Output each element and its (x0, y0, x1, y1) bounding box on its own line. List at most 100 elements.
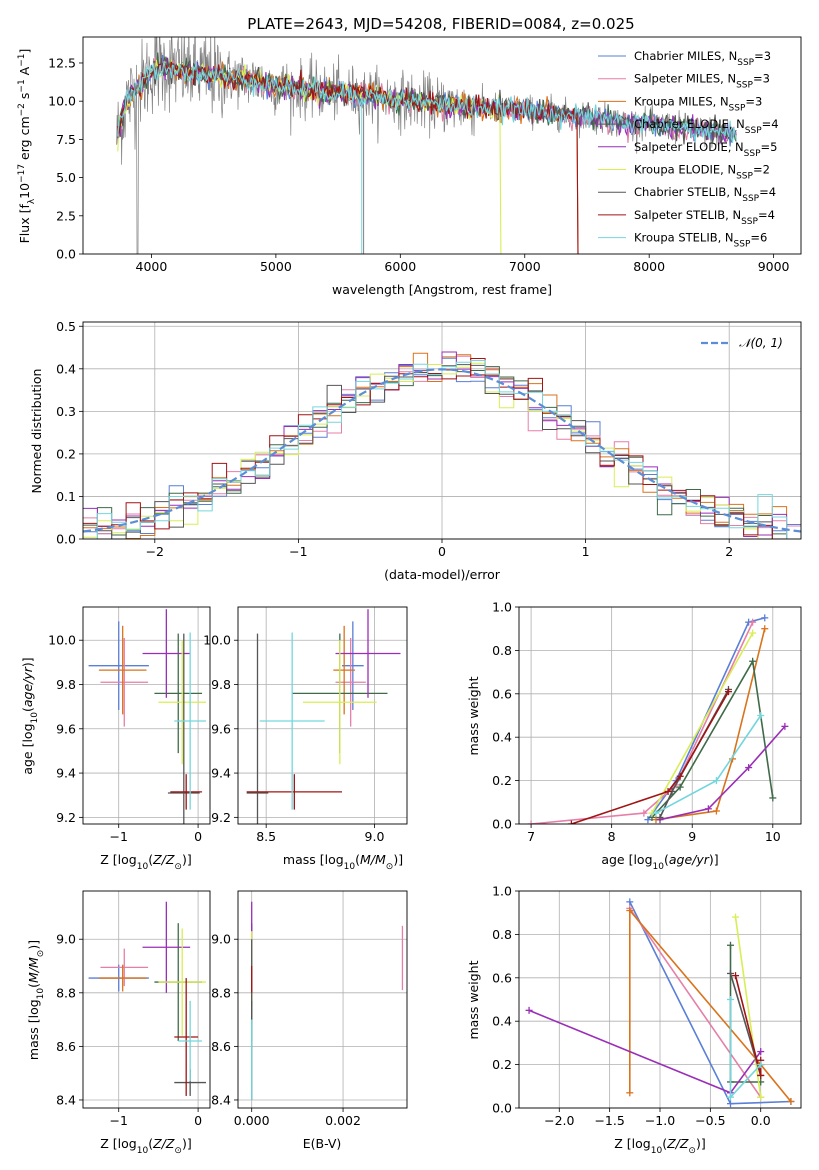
y-tick-label: 0.0 (56, 247, 76, 262)
age-vs-mass-data (246, 609, 401, 824)
y-tick-label: 1.0 (492, 884, 512, 899)
legend-label: Salpeter STELIB, NSSP=4 (634, 208, 775, 227)
axes-frame (82, 321, 802, 540)
legend-label: Kroupa STELIB, NSSP=6 (634, 231, 767, 250)
x-tick-label: 8000 (633, 259, 665, 274)
axes-frame (82, 890, 211, 1109)
y-tick-label: 0.0 (492, 1101, 512, 1116)
legend-label: Salpeter ELODIE, NSSP=5 (634, 140, 777, 159)
x-axis-label: mass [log10(M/M⊙)] (283, 852, 403, 872)
mass-weight-vs-age-panel: 7 8 9 10 0.0 0.2 0.4 0.6 0.8 1.0 age [log10(age/yr… (466, 600, 802, 872)
model-line (117, 60, 737, 143)
y-tick-label: 8.4 (211, 1092, 231, 1107)
x-tick-label: 10 (765, 829, 781, 844)
x-axis-label: Z [log10(Z/Z⊙)] (100, 852, 191, 872)
normal-curve (83, 368, 801, 533)
y-tick-label: 1.0 (492, 600, 512, 615)
histogram-series (83, 362, 801, 539)
x-tick-label: −1.5 (594, 1113, 624, 1128)
y-tick-label: 5.0 (56, 170, 76, 185)
y-tick-label: 8.8 (56, 985, 76, 1000)
y-tick-label: 9.2 (211, 810, 231, 825)
y-axis-label: Normed distribution (29, 369, 44, 494)
axes-frame (237, 890, 408, 1109)
spectrum-panel: 4000 5000 6000 7000 8000 9000 0.0 2.5 5.0 7.5 10.0… (17, 36, 802, 297)
residuals-data (83, 351, 801, 539)
x-axis-label: wavelength [Angstrom, rest frame] (332, 282, 552, 297)
y-tick-label: 0.5 (56, 319, 76, 334)
mass-vs-EBV-panel: 0.000 0.002 8.4 8.6 8.8 9.0 E(B-V) (211, 890, 408, 1151)
x-tick-label: 8 (608, 829, 616, 844)
y-tick-label: 12.5 (48, 55, 76, 70)
age-vs-Z-data (88, 609, 207, 824)
y-tick-label: 0.4 (492, 730, 512, 745)
weight-series-line (734, 975, 762, 1076)
x-axis-label: (data-model)/error (384, 567, 501, 582)
y-tick-label: 9.4 (56, 766, 76, 781)
x-tick-label: −1.0 (645, 1113, 675, 1128)
y-tick-label: 10.0 (48, 633, 76, 648)
y-tick-label: 10.0 (48, 94, 76, 109)
weight-series-line (531, 621, 754, 824)
x-tick-label: 1 (582, 544, 590, 559)
x-tick-label: 0 (438, 544, 446, 559)
y-tick-label: 0.2 (492, 1057, 512, 1072)
legend-label: Chabrier MILES, NSSP=3 (634, 49, 771, 68)
y-tick-label: 9.0 (56, 932, 76, 947)
y-tick-label: 7.5 (56, 132, 76, 147)
x-tick-label: 0.0 (751, 1113, 771, 1128)
axes-frame (518, 890, 802, 1109)
spectrum-legend: Chabrier MILES, NSSP=3 Salpeter MILES, NS… (598, 49, 779, 250)
legend-label: Kroupa ELODIE, NSSP=2 (634, 163, 770, 182)
age-vs-mass-panel: 8.5 9.0 9.2 9.4 9.6 9.8 10.0 mass [log10(M/M⊙)] (203, 606, 408, 872)
y-axis-label: mass [log10(M/M⊙)] (26, 940, 46, 1060)
x-tick-label: −1 (289, 544, 307, 559)
y-tick-label: 2.5 (56, 208, 76, 223)
y-tick-label: 9.8 (211, 677, 231, 692)
x-tick-label: 0.000 (234, 1113, 270, 1128)
x-axis-label: age [log10(age/yr)] (601, 852, 718, 872)
x-tick-label: 7 (527, 829, 535, 844)
mass-vs-Z-data (88, 901, 207, 1096)
x-tick-label: 9.0 (365, 829, 385, 844)
x-tick-label: 9000 (758, 259, 790, 274)
y-tick-label: 9.0 (211, 932, 231, 947)
spectrum-data (116, 37, 737, 254)
x-axis-label: E(B-V) (303, 1136, 342, 1151)
y-axis-label: Flux [fλ10−17 erg cm−2 s−1 A−1] (17, 49, 37, 244)
weight-series-line (655, 628, 766, 821)
residuals-panel: −2 −1 0 1 2 0.0 0.1 0.2 0.3 0.4 0.5 𝒩(0, 1) (data-mo… (29, 319, 802, 582)
y-axis-label: age [log10(age/yr)] (20, 657, 40, 774)
x-tick-label: 8.5 (256, 829, 276, 844)
mass-weight-vs-age-data (527, 614, 789, 824)
y-tick-label: 0.2 (56, 446, 76, 461)
x-tick-label: 5000 (260, 259, 292, 274)
x-tick-label: 7000 (509, 259, 541, 274)
y-tick-label: 0.8 (492, 927, 512, 942)
x-tick-label: −1 (110, 1113, 128, 1128)
x-tick-label: 0 (194, 1113, 202, 1128)
x-tick-label: −2.0 (544, 1113, 574, 1128)
axes-frame (518, 606, 802, 825)
y-tick-label: 9.6 (56, 721, 76, 736)
weight-series-line (659, 725, 786, 821)
y-tick-label: 9.2 (56, 810, 76, 825)
axes-frame (82, 606, 211, 825)
y-tick-label: 8.6 (211, 1039, 231, 1054)
y-tick-label: 9.8 (56, 677, 76, 692)
y-tick-label: 0.4 (492, 1014, 512, 1029)
figure-title: PLATE=2643, MJD=54208, FIBERID=0084, z=0… (247, 15, 634, 33)
y-tick-label: 9.4 (211, 766, 231, 781)
weight-series-line (651, 658, 774, 819)
mass-weight-vs-Z-panel: −2.0 −1.5 −1.0 −0.5 0.0 0.0 0.2 0.4 0.6 0.8 1.0 Z [… (466, 884, 802, 1156)
mass-weight-vs-Z-data (525, 898, 795, 1108)
y-axis-label: mass weight (466, 676, 481, 755)
y-tick-label: 0.0 (56, 532, 76, 547)
y-tick-label: 0.6 (492, 686, 512, 701)
y-tick-label: 8.8 (211, 985, 231, 1000)
y-tick-label: 9.6 (211, 721, 231, 736)
x-tick-label: −0.5 (695, 1113, 725, 1128)
weight-series-line (647, 617, 765, 821)
x-tick-label: 0 (194, 829, 202, 844)
y-tick-label: 0.4 (56, 361, 76, 376)
